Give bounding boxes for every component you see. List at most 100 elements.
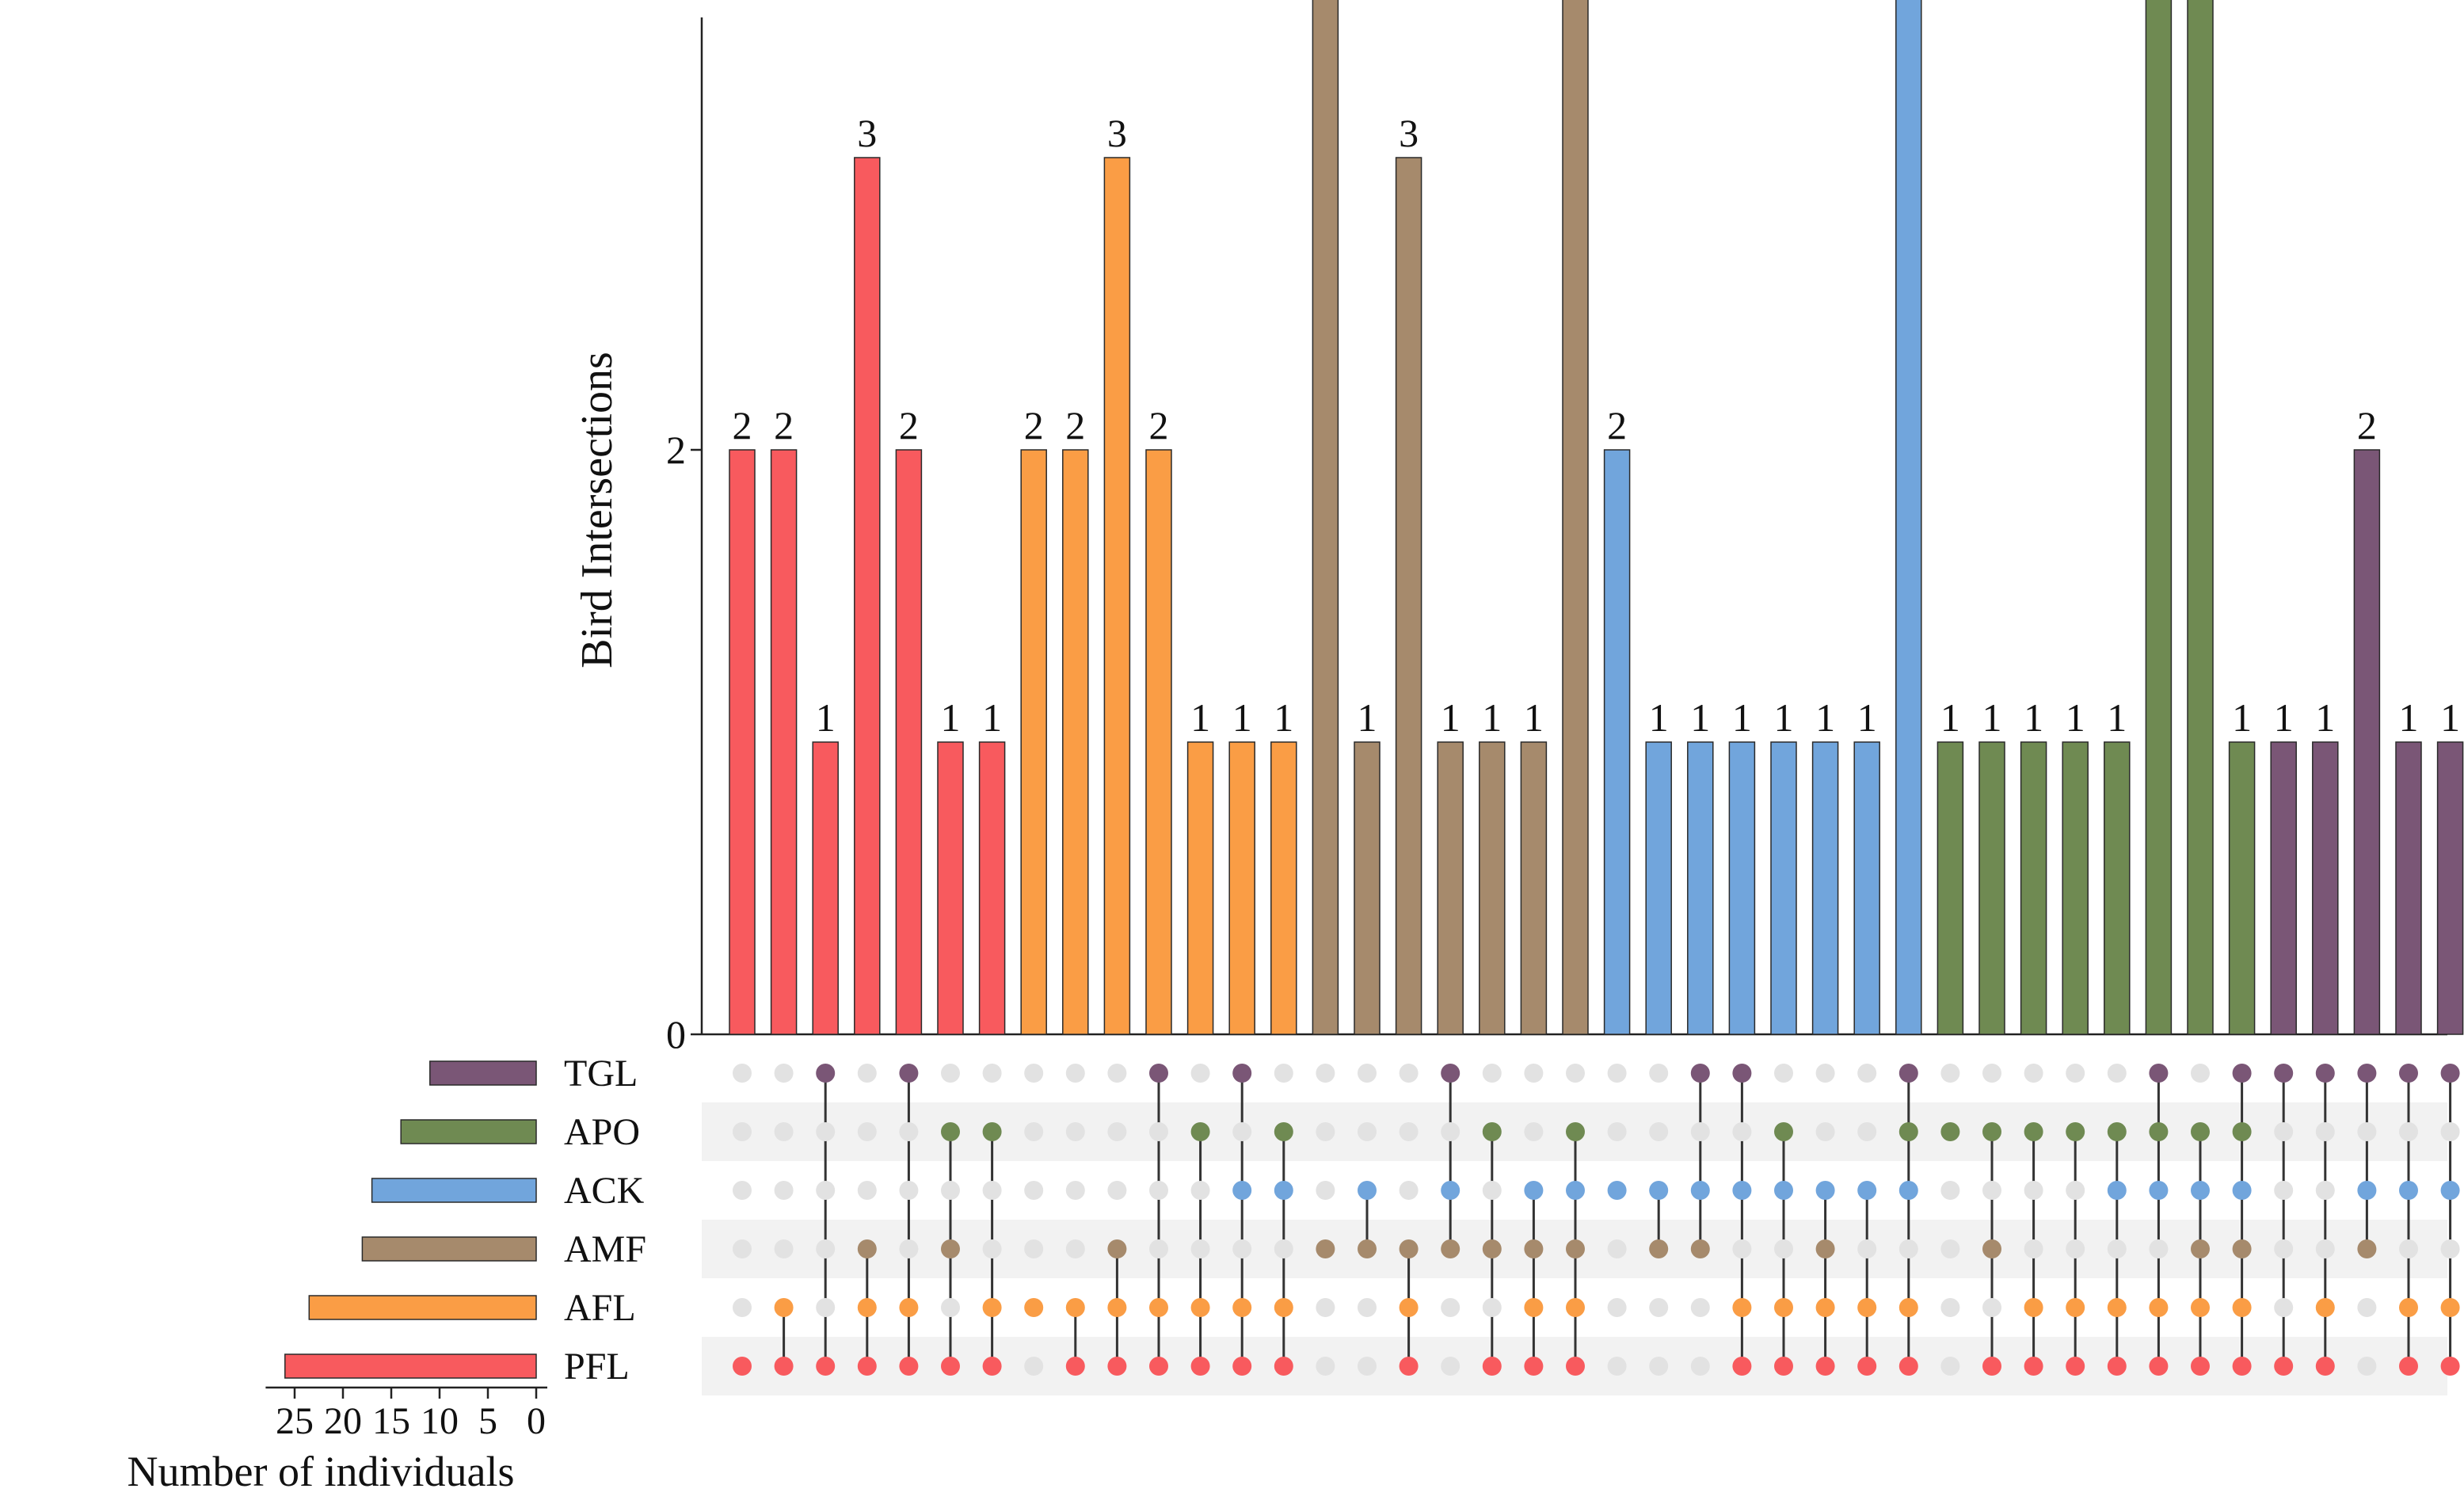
set-size-bar	[371, 1178, 537, 1203]
bar-value-label: 1	[2399, 695, 2419, 740]
matrix-dot-active	[2232, 1239, 2252, 1258]
matrix-dot-inactive	[1024, 1181, 1044, 1200]
matrix-dot-active	[1690, 1239, 1710, 1258]
bar-value-label: 1	[1524, 695, 1544, 740]
bar-value-label: 1	[1774, 695, 1794, 740]
intersection-bar	[2312, 741, 2339, 1035]
matrix-dot-active	[1024, 1298, 1044, 1317]
matrix-dot-inactive	[816, 1122, 836, 1141]
matrix-dot-active	[774, 1298, 794, 1317]
intersection-bar	[1145, 449, 1172, 1035]
matrix-dot-active	[1441, 1181, 1461, 1200]
intersection-bar	[2187, 0, 2214, 1035]
matrix-dot-inactive	[941, 1064, 960, 1083]
matrix-dot-inactive	[1107, 1064, 1127, 1083]
matrix-dot-inactive	[982, 1064, 1002, 1083]
bar-value-label: 1	[1358, 695, 1377, 740]
matrix-dot-active	[2149, 1122, 2169, 1141]
matrix-dot-inactive	[2107, 1064, 2127, 1083]
bar-value-label: 1	[1982, 695, 2002, 740]
intersection-bar	[1853, 741, 1880, 1035]
bar-value-label: 1	[1940, 695, 1960, 740]
bar-value-label: 1	[1857, 695, 1877, 740]
matrix-dot-inactive	[1982, 1181, 2001, 1200]
intersection-bar	[812, 741, 839, 1035]
intersection-bar	[1103, 157, 1131, 1035]
matrix-dot-active	[1232, 1298, 1252, 1317]
matrix-dot-active	[1190, 1122, 1210, 1141]
matrix-dot-active	[1690, 1064, 1710, 1083]
matrix-dot-active	[2024, 1122, 2043, 1141]
matrix-dot-active	[857, 1357, 877, 1376]
matrix-dot-inactive	[2357, 1357, 2377, 1376]
intersection-bar	[1687, 741, 1714, 1035]
matrix-dot-active	[1274, 1122, 1293, 1141]
bar-value-label: 2	[1607, 403, 1627, 447]
set-name-label: PFL	[564, 1346, 630, 1388]
matrix-dot-active	[1566, 1239, 1585, 1258]
matrix-dot-active	[982, 1122, 1002, 1141]
bar-value-label: 1	[1482, 695, 1502, 740]
intersection-bar	[1603, 449, 1631, 1035]
matrix-dot-inactive	[733, 1298, 752, 1317]
set-size-bar	[400, 1119, 537, 1144]
matrix-dot-inactive	[1065, 1064, 1085, 1083]
bar-value-label: 1	[2315, 695, 2335, 740]
matrix-dot-inactive	[733, 1122, 752, 1141]
matrix-dot-active	[1107, 1239, 1127, 1258]
matrix-dot-inactive	[1065, 1181, 1085, 1200]
matrix-dot-active	[1898, 1064, 1918, 1083]
matrix-dot-active	[1774, 1298, 1793, 1317]
matrix-dot-inactive	[1232, 1239, 1252, 1258]
matrix-dot-inactive	[1690, 1298, 1710, 1317]
set-size-axis-title: Number of individuals	[128, 1448, 515, 1495]
intersection-bar	[895, 449, 923, 1035]
matrix-dot-active	[2191, 1181, 2210, 1200]
matrix-dot-active	[2399, 1064, 2418, 1083]
matrix-dot-inactive	[1024, 1357, 1044, 1376]
matrix-dot-inactive	[2399, 1122, 2418, 1141]
matrix-dot-active	[1815, 1357, 1835, 1376]
matrix-dot-active	[1358, 1239, 1377, 1258]
matrix-dot-inactive	[2357, 1122, 2377, 1141]
matrix-dot-inactive	[1524, 1064, 1544, 1083]
matrix-dot-inactive	[1149, 1239, 1168, 1258]
matrix-dot-active	[1566, 1122, 1585, 1141]
bar-value-label: 2	[1149, 403, 1169, 447]
intersection-bar	[1312, 0, 1339, 1035]
matrix-dot-active	[1857, 1298, 1877, 1317]
matrix-dot-inactive	[1358, 1357, 1377, 1376]
y-tick-label: 0	[666, 1012, 686, 1056]
matrix-dot-active	[1566, 1181, 1585, 1200]
set-size-bar	[284, 1353, 537, 1379]
bar-value-label: 2	[899, 403, 919, 447]
matrix-dot-inactive	[2024, 1181, 2043, 1200]
bar-value-label: 1	[1690, 695, 1710, 740]
matrix-dot-inactive	[2357, 1298, 2377, 1317]
matrix-dot-inactive	[1857, 1239, 1877, 1258]
matrix-dot-inactive	[1815, 1122, 1835, 1141]
matrix-dot-active	[1732, 1357, 1752, 1376]
matrix-dot-inactive	[1358, 1122, 1377, 1141]
intersection-bar	[1270, 741, 1297, 1035]
matrix-dot-inactive	[816, 1181, 836, 1200]
matrix-dot-active	[1940, 1122, 1960, 1141]
matrix-dot-inactive	[1607, 1357, 1627, 1376]
bar-value-label: 1	[941, 695, 961, 740]
matrix-dot-active	[774, 1357, 794, 1376]
matrix-dot-inactive	[2066, 1181, 2085, 1200]
matrix-dot-inactive	[2440, 1122, 2460, 1141]
matrix-dot-inactive	[941, 1181, 960, 1200]
matrix-dot-inactive	[1649, 1064, 1669, 1083]
matrix-dot-active	[1274, 1298, 1293, 1317]
bar-value-label: 1	[1649, 695, 1669, 740]
matrix-dot-inactive	[1982, 1064, 2001, 1083]
matrix-dot-active	[2440, 1357, 2460, 1376]
matrix-dot-active	[1857, 1357, 1877, 1376]
matrix-dot-inactive	[1815, 1064, 1835, 1083]
matrix-dot-active	[733, 1357, 752, 1376]
set-name-label: ACK	[564, 1170, 645, 1212]
matrix-dot-inactive	[1358, 1298, 1377, 1317]
matrix-dot-active	[2149, 1181, 2169, 1200]
matrix-dot-inactive	[1190, 1064, 1210, 1083]
